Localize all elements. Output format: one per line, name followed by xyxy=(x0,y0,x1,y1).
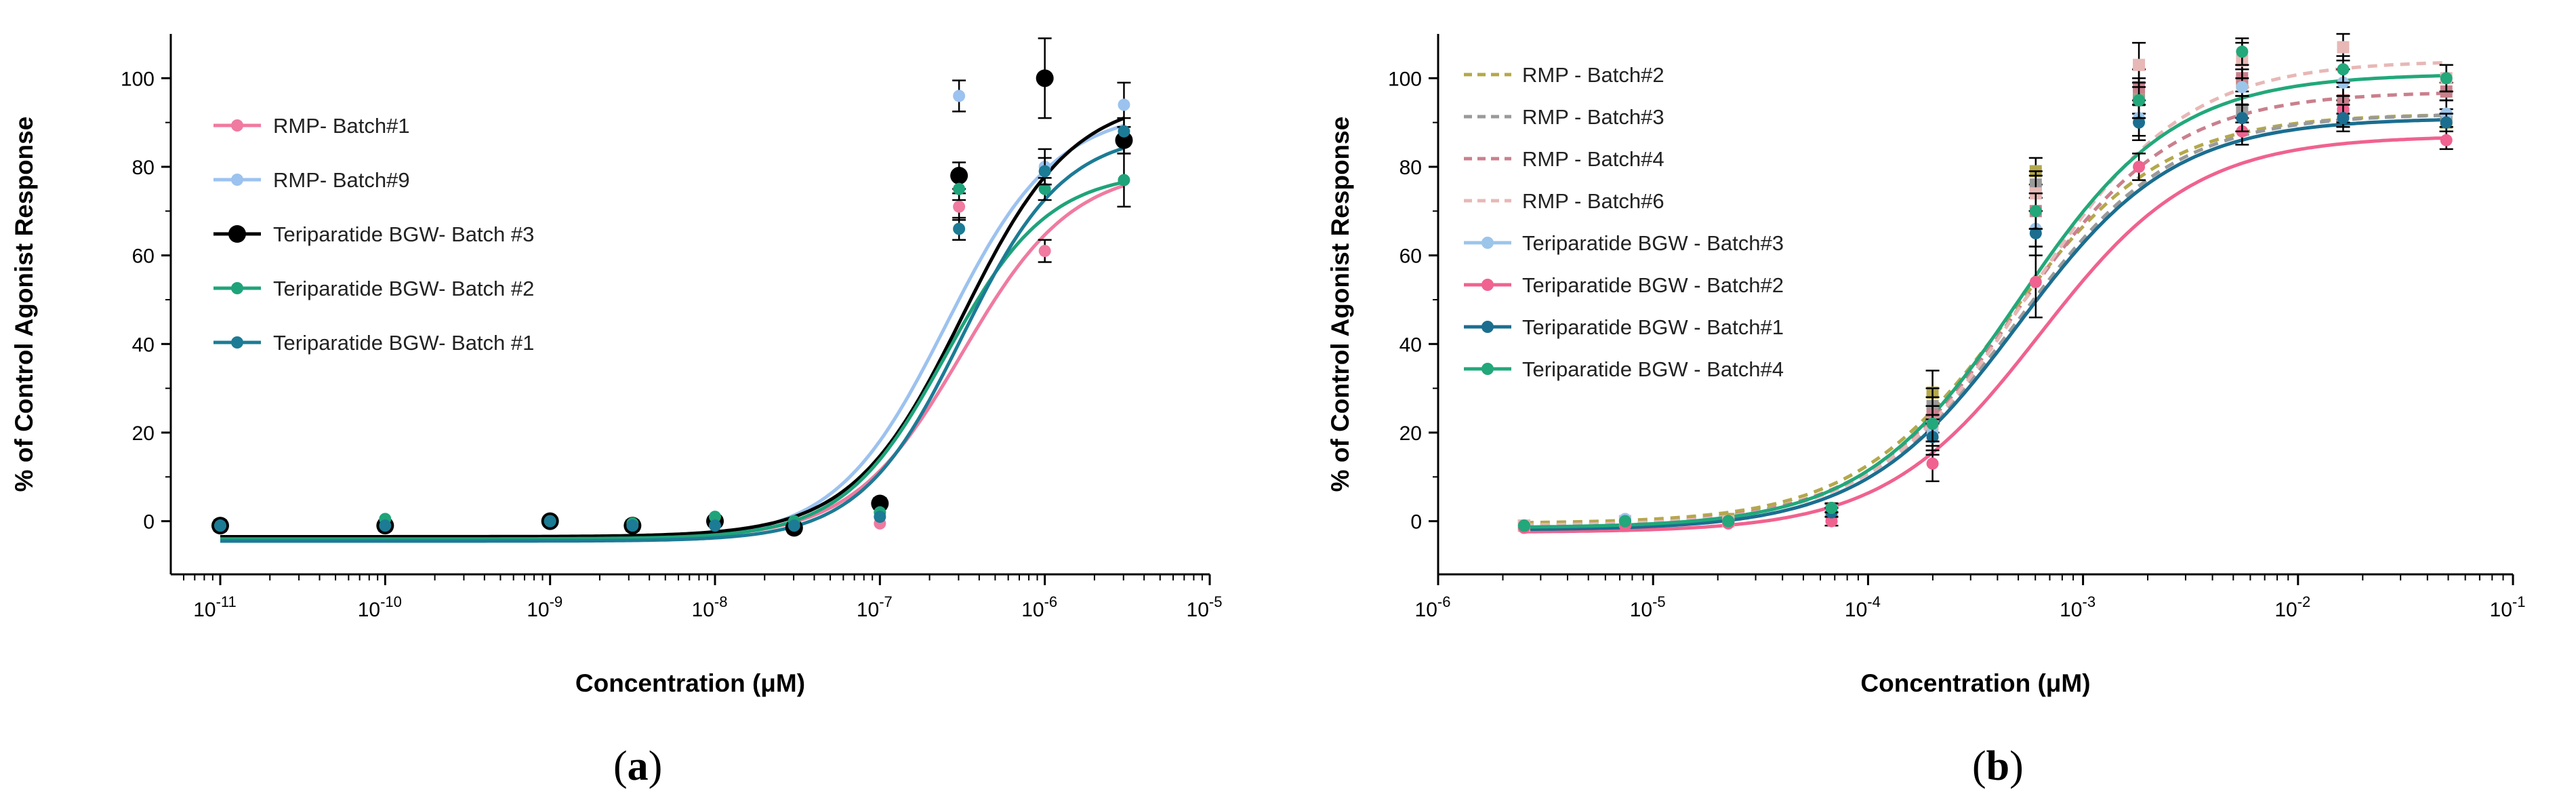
panel-a-y-tick-label: 60 xyxy=(132,245,155,268)
panel-a-y-tick-label: 0 xyxy=(143,511,155,534)
panel-b-x-axis-title: Concentration (μM) xyxy=(1860,669,2090,697)
panel-a-data-point xyxy=(1038,182,1051,195)
panel-b-data-point xyxy=(2133,116,2146,129)
panel-b-data-point xyxy=(1825,502,1838,515)
panel-b-legend-label: RMP - Batch#4 xyxy=(1522,147,1664,171)
panel-a-legend-label: Teriparatide BGW- Batch #1 xyxy=(273,331,534,355)
panel-b-legend-marker xyxy=(1481,363,1494,375)
panel-a-y-tick-label: 20 xyxy=(132,422,155,445)
panel-b-data-point xyxy=(2133,58,2146,71)
panel-a-data-point xyxy=(874,511,886,523)
panel-b-y-axis-title: % of Control Agonist Response xyxy=(1326,117,1354,492)
panel-b-y-tick-label: 100 xyxy=(1388,68,1422,90)
panel-b-data-point xyxy=(2440,116,2453,129)
panel-b-data-point xyxy=(2029,226,2042,239)
panel-a-data-point xyxy=(709,519,721,532)
panel-a-data-point xyxy=(1118,98,1130,111)
panel-a-legend-marker xyxy=(231,282,243,294)
panel-b-data-point xyxy=(2440,134,2453,146)
panel-b-legend-label: RMP - Batch#6 xyxy=(1522,189,1664,213)
panel-a-fit-curve xyxy=(220,116,1125,538)
panel-b-legend-label: RMP - Batch#2 xyxy=(1522,63,1664,87)
panel-a-data-point xyxy=(788,519,800,532)
panel-a-data-point xyxy=(871,494,889,513)
panel-a-data-point xyxy=(1038,245,1051,258)
panel-b-data-point xyxy=(1825,515,1838,528)
panel-a-legend-marker xyxy=(231,336,243,349)
panel-a-data-point xyxy=(1118,174,1130,186)
panel-b-legend-marker xyxy=(1481,279,1494,291)
panel-b-data-point xyxy=(1722,515,1735,528)
panel-a-legend-label: RMP- Batch#9 xyxy=(273,168,410,192)
panel-b-data-point xyxy=(2029,275,2042,288)
panel-b-y-tick-label: 80 xyxy=(1399,157,1422,179)
panel-a-legend-marker xyxy=(231,174,243,186)
panel-a-y-axis-title: % of Control Agonist Response xyxy=(10,117,38,492)
panel-a-legend-label: Teriparatide BGW- Batch #3 xyxy=(273,222,534,246)
panel-b-legend-label: Teriparatide BGW - Batch#4 xyxy=(1522,357,1784,381)
panel-a-data-point xyxy=(1036,69,1054,87)
panel-b-data-point xyxy=(1517,519,1530,532)
panel-b-data-point xyxy=(2133,160,2146,173)
panel-a-legend-label: RMP- Batch#1 xyxy=(273,114,410,138)
panel-b-data-point xyxy=(2029,205,2042,218)
panel-a-legend-marker xyxy=(231,119,243,132)
panel-a-data-point xyxy=(379,519,392,532)
panel-b-y-tick-label: 40 xyxy=(1399,334,1422,356)
panel-b-y-tick-label: 0 xyxy=(1410,511,1422,534)
panel-b-data-point xyxy=(2337,112,2350,125)
panel-a-data-point xyxy=(1038,165,1051,178)
panel-b-y-tick-label: 60 xyxy=(1399,245,1422,268)
panel-a-legend-marker xyxy=(228,225,246,243)
panel-a-data-point xyxy=(544,515,556,528)
panel-b-data-point xyxy=(1926,417,1939,430)
panel-b-data-point xyxy=(2337,63,2350,76)
panel-b-legend-label: Teriparatide BGW - Batch#1 xyxy=(1522,315,1784,339)
panel-a-x-axis-title: Concentration (μM) xyxy=(575,669,805,697)
panel-a-data-point xyxy=(214,519,226,532)
panel-b-data-point xyxy=(2133,94,2146,106)
panel-a-data-point xyxy=(1118,125,1130,138)
panel-b-legend-marker xyxy=(1481,321,1494,333)
panel-b-data-point xyxy=(2236,112,2249,125)
panel-a-data-point xyxy=(950,167,968,185)
panel-b-data-point xyxy=(2440,72,2453,85)
panel-a-data-point xyxy=(709,511,721,523)
panel-b-legend-label: RMP - Batch#3 xyxy=(1522,105,1664,129)
panel-b-data-point xyxy=(2236,81,2249,94)
panel-a-data-point xyxy=(953,182,966,195)
panel-a-fit-curve xyxy=(220,146,1125,543)
panel-b-legend-label: Teriparatide BGW - Batch#3 xyxy=(1522,231,1784,255)
panel-b-fit-curve xyxy=(1524,136,2447,534)
panel-b-data-point xyxy=(2337,41,2350,54)
panel-b-data-point xyxy=(2236,45,2249,58)
panel-a-data-point xyxy=(953,90,966,102)
panel-b-label: (b) xyxy=(1972,743,2024,789)
panel-b-fit-curve xyxy=(1524,74,2447,529)
panel-a-data-point xyxy=(953,222,966,235)
panel-b-legend-label: Teriparatide BGW - Batch#2 xyxy=(1522,273,1784,297)
panel-a-y-tick-label: 80 xyxy=(132,157,155,179)
panel-b-data-point xyxy=(1618,515,1631,528)
panel-a-label: (a) xyxy=(613,743,662,789)
panel-a-y-tick-label: 40 xyxy=(132,334,155,356)
panel-b-y-tick-label: 20 xyxy=(1399,422,1422,445)
panel-b-legend-marker xyxy=(1481,237,1494,249)
panel-b-data-point xyxy=(1926,457,1939,470)
panel-a-y-tick-label: 100 xyxy=(121,68,155,90)
panel-a-legend-label: Teriparatide BGW- Batch #2 xyxy=(273,277,534,300)
panel-a-data-point xyxy=(953,200,966,213)
panel-a-fit-curve xyxy=(220,180,1125,541)
panel-a-data-point xyxy=(626,519,639,532)
panel-b-fit-curve xyxy=(1524,118,2447,532)
